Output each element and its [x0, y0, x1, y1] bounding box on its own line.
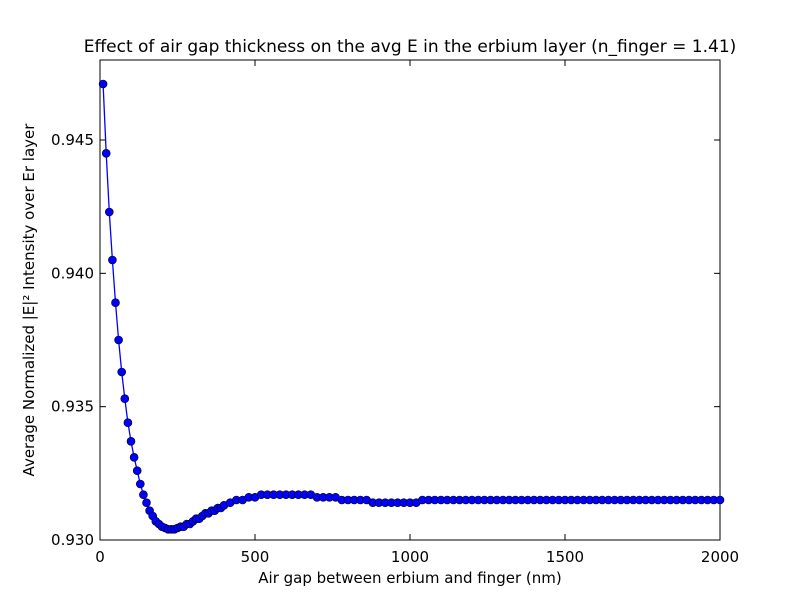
y-tick-label: 0.930 — [51, 531, 94, 549]
series-line — [102, 83, 720, 530]
data-point — [142, 498, 151, 508]
x-tick-label: 1000 — [391, 548, 429, 566]
y-tick-label: 0.945 — [51, 131, 94, 149]
data-point — [108, 255, 117, 265]
data-point — [132, 466, 142, 476]
x-tick-label: 1500 — [546, 548, 584, 566]
data-point — [101, 149, 111, 158]
data-point — [98, 79, 108, 89]
data-point — [114, 335, 123, 345]
y-tick-label: 0.935 — [51, 398, 94, 416]
y-tick-label: 0.940 — [51, 264, 94, 282]
data-point — [129, 452, 139, 462]
data-point — [111, 298, 120, 308]
plot-frame — [99, 59, 721, 541]
data-point — [136, 479, 145, 489]
chart-title: Effect of air gap thickness on the avg E… — [84, 37, 737, 57]
data-point — [123, 418, 133, 428]
data-point — [117, 367, 126, 377]
data-point — [139, 490, 148, 500]
x-axis-label: Air gap between erbium and finger (nm) — [258, 569, 561, 587]
data-point — [715, 495, 725, 505]
series-markers — [98, 79, 725, 534]
y-axis-ticks: 0.930 0.935 0.940 0.945 — [51, 131, 720, 549]
data-point — [126, 436, 136, 446]
data-point — [120, 394, 130, 404]
x-tick-label: 0 — [95, 548, 105, 566]
x-tick-label: 500 — [241, 548, 270, 566]
x-axis-ticks: 0 500 1000 1500 2000 — [95, 60, 739, 566]
y-axis-label: Average Normalized |E|² Intensity over E… — [20, 123, 38, 477]
data-point — [105, 207, 114, 217]
x-tick-label: 2000 — [701, 548, 739, 566]
